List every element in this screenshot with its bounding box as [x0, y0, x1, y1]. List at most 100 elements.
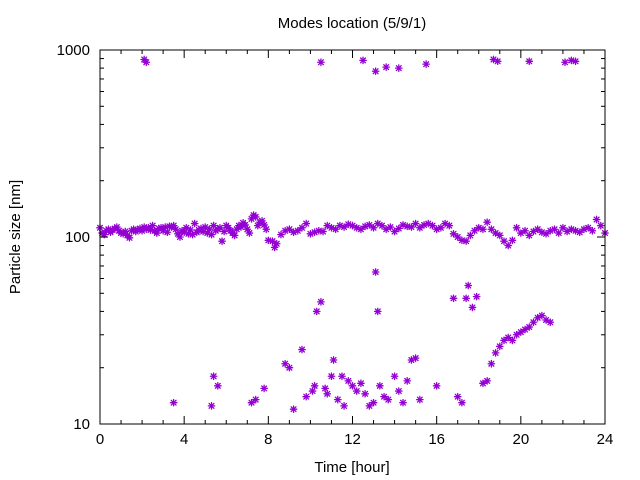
- data-point: [373, 307, 382, 316]
- data-point: [546, 318, 555, 327]
- data-point: [411, 219, 420, 228]
- data-point: [453, 392, 462, 401]
- x-tick-label: 4: [180, 431, 188, 448]
- data-point: [466, 231, 475, 240]
- data-point: [500, 237, 508, 246]
- data-point: [487, 359, 496, 368]
- data-point: [361, 389, 369, 398]
- data-point: [308, 387, 317, 395]
- data-point: [445, 221, 454, 230]
- data-point: [533, 225, 542, 234]
- x-tick-label: 16: [428, 431, 445, 448]
- y-tick-label: 10: [73, 416, 90, 433]
- data-point: [293, 226, 302, 235]
- data-point: [207, 402, 216, 410]
- data-point: [357, 225, 365, 234]
- data-point: [483, 377, 492, 385]
- data-point: [302, 392, 311, 401]
- data-point: [512, 223, 521, 232]
- data-point: [382, 63, 391, 71]
- data-point: [163, 228, 172, 237]
- data-point: [525, 57, 534, 66]
- data-point: [394, 387, 403, 395]
- chart-title: Modes location (5/9/1): [278, 15, 426, 32]
- data-point: [390, 227, 399, 236]
- data-point: [285, 363, 294, 372]
- data-point: [312, 307, 321, 316]
- data-point: [580, 225, 588, 234]
- data-point: [352, 387, 361, 395]
- data-point: [495, 342, 504, 351]
- data-point: [317, 58, 325, 67]
- data-point: [584, 223, 593, 232]
- data-point: [169, 398, 178, 407]
- data-point: [251, 213, 260, 221]
- data-point: [472, 292, 481, 301]
- data-point: [340, 402, 348, 410]
- x-tick-label: 20: [512, 431, 529, 448]
- x-tick-label: 12: [344, 431, 361, 448]
- data-point: [384, 395, 393, 404]
- axis-ticks: 0 4 8 12 16 20 24 10 100 1000: [57, 42, 614, 448]
- data-point: [491, 349, 500, 357]
- data-point: [230, 231, 239, 240]
- data-point: [479, 225, 487, 234]
- data-point: [495, 231, 504, 240]
- data-point: [371, 67, 380, 76]
- data-point: [462, 237, 470, 246]
- data-point: [432, 381, 441, 390]
- data-point: [596, 221, 605, 230]
- data-point: [262, 225, 271, 234]
- data-point: [422, 60, 430, 69]
- x-tick-label: 8: [264, 431, 272, 448]
- data-point: [365, 221, 374, 229]
- x-tick-label: 24: [597, 431, 614, 448]
- data-point: [483, 218, 492, 227]
- data-point: [588, 226, 597, 235]
- data-point: [592, 215, 601, 224]
- data-point: [525, 323, 534, 331]
- data-point: [561, 58, 569, 67]
- data-point: [216, 223, 224, 232]
- data-point: [317, 297, 325, 306]
- data-point: [125, 233, 134, 242]
- data-point: [205, 225, 214, 234]
- data-point: [344, 377, 353, 385]
- data-point: [458, 236, 466, 245]
- data-point: [260, 384, 268, 393]
- data-point: [468, 303, 477, 312]
- data-point: [542, 229, 550, 238]
- data-point: [327, 372, 336, 381]
- data-point: [323, 389, 332, 398]
- points-layer: [96, 55, 609, 414]
- data-point: [458, 398, 466, 407]
- data-point: [464, 281, 473, 290]
- data-point: [399, 398, 407, 407]
- data-point: [302, 219, 311, 228]
- x-tick-label: 0: [96, 431, 104, 448]
- data-point: [247, 398, 256, 407]
- data-point: [289, 405, 298, 414]
- data-point: [319, 227, 327, 236]
- data-point: [369, 398, 378, 407]
- y-tick-label: 1000: [57, 42, 90, 59]
- x-axis-label: Time [hour]: [314, 459, 389, 476]
- y-axis-label: Particle size [nm]: [7, 180, 24, 294]
- data-point: [176, 233, 184, 241]
- data-point: [329, 356, 338, 364]
- data-point: [380, 392, 388, 401]
- data-point: [245, 229, 254, 237]
- data-point: [338, 372, 346, 381]
- data-point: [209, 372, 218, 381]
- data-point: [348, 381, 357, 390]
- data-point: [285, 225, 294, 234]
- data-point: [504, 241, 513, 250]
- data-point: [571, 57, 580, 66]
- data-point: [376, 381, 384, 390]
- data-point: [365, 402, 374, 410]
- data-point: [298, 345, 306, 354]
- data-point: [333, 395, 342, 404]
- y-tick-label: 100: [65, 229, 90, 246]
- data-point: [218, 237, 226, 246]
